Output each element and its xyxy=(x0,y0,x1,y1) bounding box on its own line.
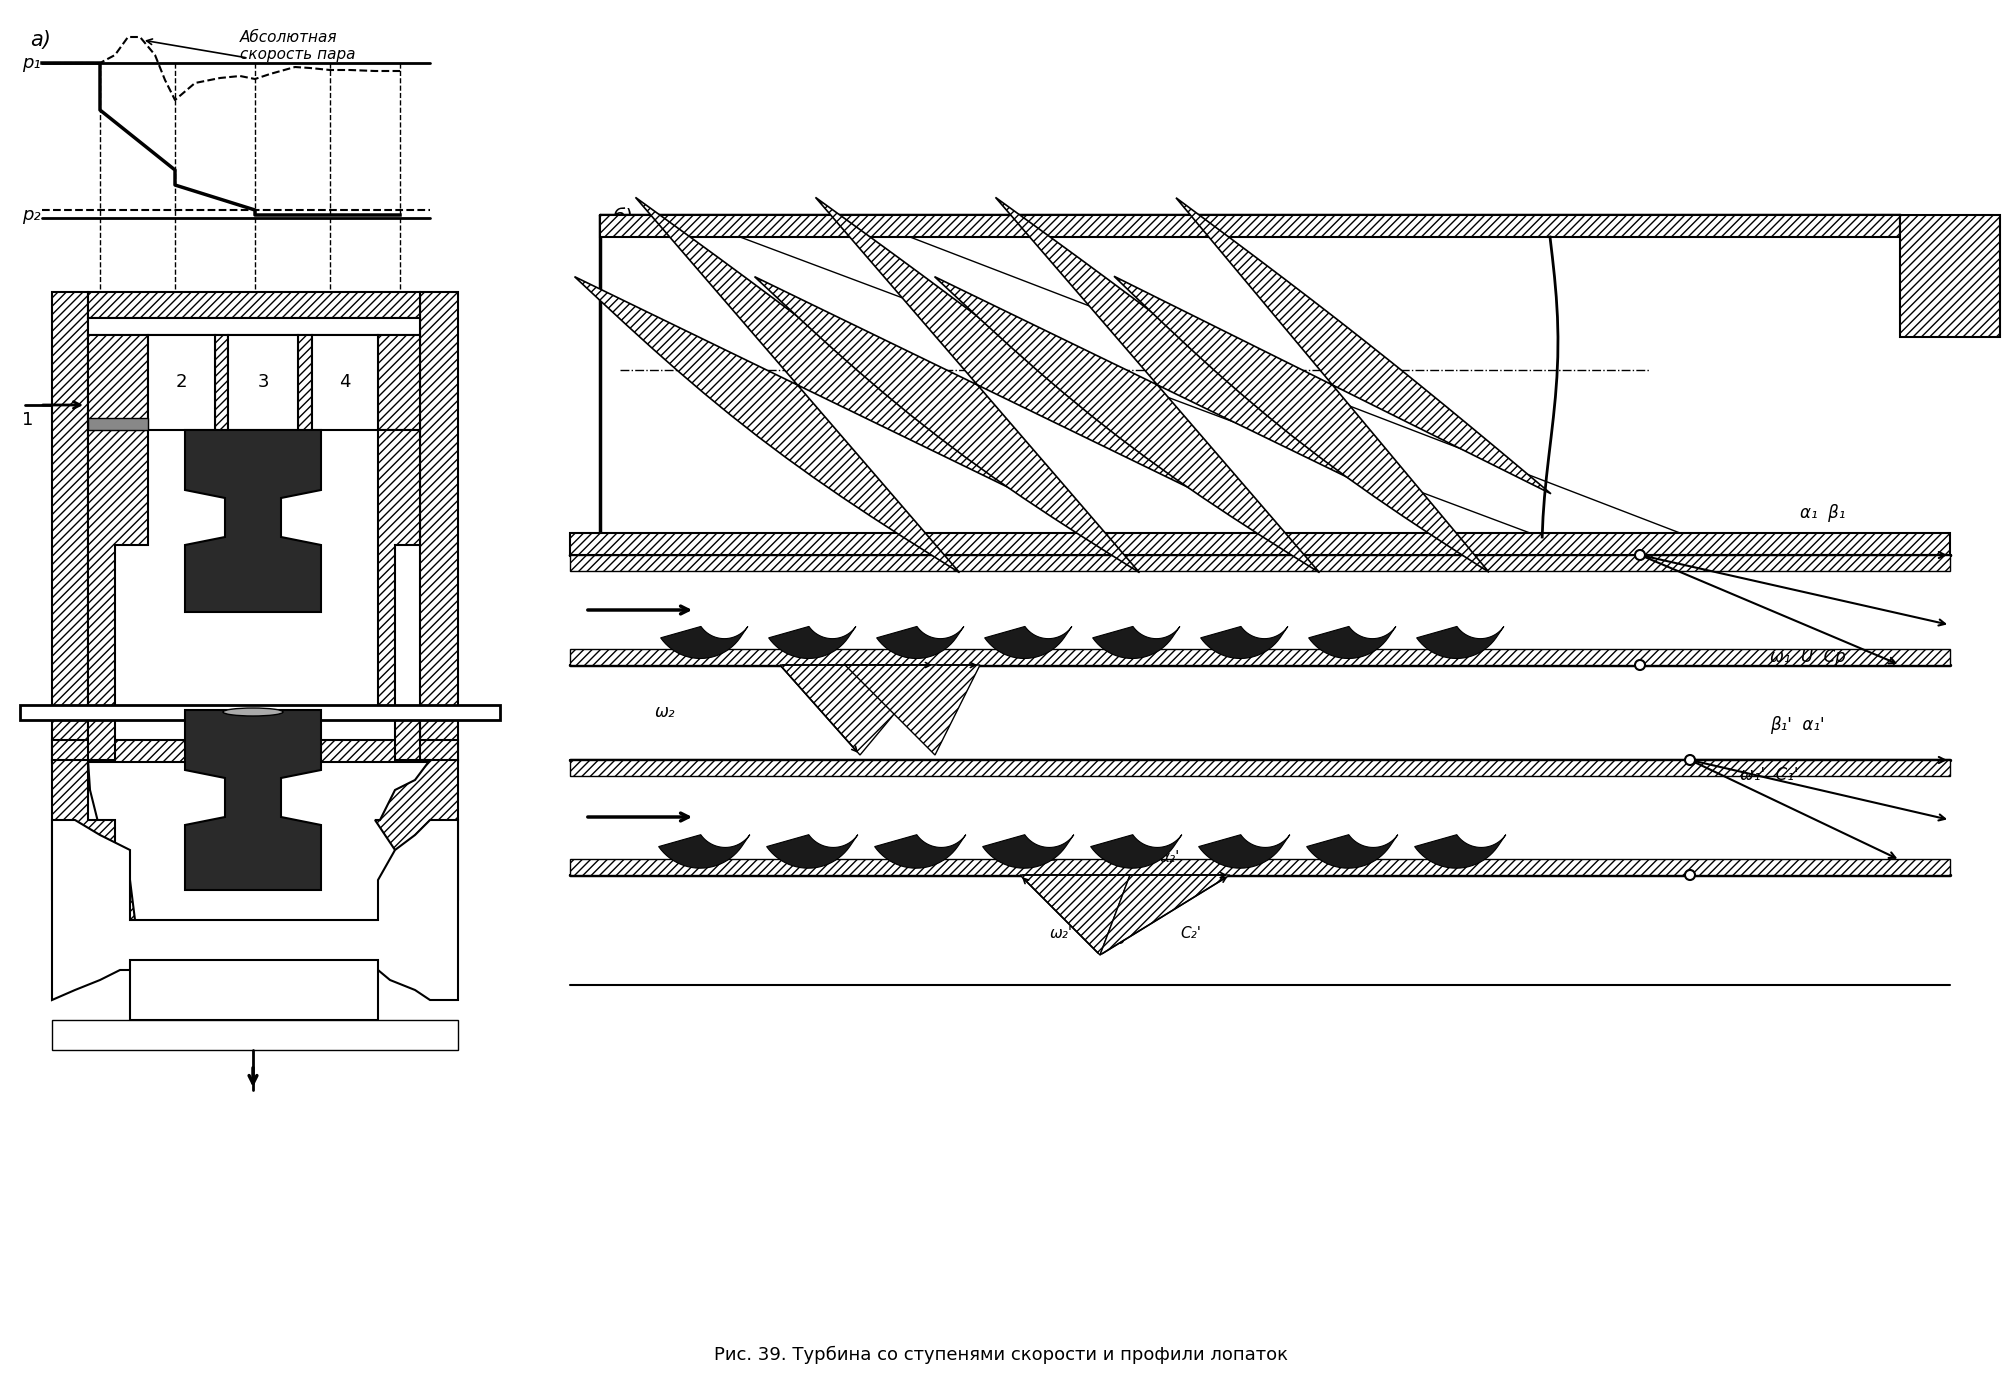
Text: Абсолютная
скорость пара: Абсолютная скорость пара xyxy=(240,31,355,63)
Text: β₂': β₂' xyxy=(1040,849,1060,864)
Text: 4: 4 xyxy=(339,374,351,390)
Circle shape xyxy=(1634,659,1644,671)
Polygon shape xyxy=(375,760,459,960)
Text: б): б) xyxy=(613,208,633,229)
Polygon shape xyxy=(1306,835,1398,868)
Polygon shape xyxy=(52,740,459,763)
Polygon shape xyxy=(779,665,935,756)
Ellipse shape xyxy=(222,708,282,717)
Text: р₂: р₂ xyxy=(22,206,40,224)
Polygon shape xyxy=(421,291,459,760)
Polygon shape xyxy=(379,335,421,429)
Polygon shape xyxy=(148,335,214,429)
Polygon shape xyxy=(571,555,1951,572)
Polygon shape xyxy=(571,533,1951,555)
Polygon shape xyxy=(379,429,421,710)
Polygon shape xyxy=(1100,875,1230,955)
Polygon shape xyxy=(228,335,298,429)
Polygon shape xyxy=(659,835,749,868)
Text: ω₁'  C₁': ω₁' C₁' xyxy=(1741,765,1799,783)
Text: α₂': α₂' xyxy=(1160,849,1180,864)
Polygon shape xyxy=(88,335,148,429)
Text: 3: 3 xyxy=(256,374,268,390)
Text: 1: 1 xyxy=(22,411,34,429)
Polygon shape xyxy=(52,1020,459,1050)
Text: β₁'  α₁': β₁' α₁' xyxy=(1771,717,1825,735)
Polygon shape xyxy=(1901,215,2001,337)
Polygon shape xyxy=(214,335,228,429)
Text: 2: 2 xyxy=(174,374,186,390)
Polygon shape xyxy=(20,705,501,719)
Text: Рис. 39. Турбина со ступенями скорости и профили лопаток: Рис. 39. Турбина со ступенями скорости и… xyxy=(713,1345,1288,1365)
Text: β₂: β₂ xyxy=(813,680,827,694)
Polygon shape xyxy=(184,710,320,889)
Polygon shape xyxy=(1020,875,1130,955)
Polygon shape xyxy=(395,710,421,760)
Circle shape xyxy=(1685,756,1695,765)
Polygon shape xyxy=(755,198,1200,573)
Text: U: U xyxy=(1114,933,1126,948)
Polygon shape xyxy=(1416,626,1504,658)
Polygon shape xyxy=(1200,626,1288,658)
Circle shape xyxy=(1685,870,1695,880)
Polygon shape xyxy=(1094,626,1180,658)
Polygon shape xyxy=(88,318,421,335)
Polygon shape xyxy=(983,835,1074,868)
Polygon shape xyxy=(985,626,1072,658)
Polygon shape xyxy=(52,760,134,960)
Text: ω₂: ω₂ xyxy=(655,703,675,721)
Polygon shape xyxy=(312,335,379,429)
Text: ω₂': ω₂' xyxy=(1050,926,1074,941)
Polygon shape xyxy=(571,760,1951,776)
Text: ω₁  U  Cр: ω₁ U Cр xyxy=(1771,648,1845,666)
Polygon shape xyxy=(52,820,459,999)
Polygon shape xyxy=(1114,198,1550,573)
Polygon shape xyxy=(571,650,1951,665)
Polygon shape xyxy=(298,335,312,429)
Polygon shape xyxy=(88,418,148,429)
Polygon shape xyxy=(769,626,855,658)
Polygon shape xyxy=(877,626,963,658)
Polygon shape xyxy=(130,960,379,1020)
Polygon shape xyxy=(88,291,421,318)
Text: а): а) xyxy=(30,31,50,50)
Polygon shape xyxy=(1090,835,1182,868)
Polygon shape xyxy=(52,291,88,760)
Polygon shape xyxy=(88,710,114,760)
Polygon shape xyxy=(935,198,1380,573)
Polygon shape xyxy=(875,835,965,868)
Polygon shape xyxy=(1198,835,1290,868)
Text: α₁  β₁: α₁ β₁ xyxy=(1801,505,1845,521)
Polygon shape xyxy=(845,665,979,756)
Text: C₂': C₂' xyxy=(1180,926,1202,941)
Polygon shape xyxy=(575,198,1020,573)
Polygon shape xyxy=(184,429,320,612)
Polygon shape xyxy=(661,626,747,658)
Polygon shape xyxy=(601,215,1901,237)
Polygon shape xyxy=(571,859,1951,875)
Text: C₂: C₂ xyxy=(897,676,913,690)
Text: C₂: C₂ xyxy=(873,710,887,723)
Polygon shape xyxy=(1308,626,1396,658)
Circle shape xyxy=(1634,551,1644,560)
Polygon shape xyxy=(767,835,857,868)
Polygon shape xyxy=(88,429,148,710)
Polygon shape xyxy=(1414,835,1506,868)
Text: р₁: р₁ xyxy=(22,54,40,72)
